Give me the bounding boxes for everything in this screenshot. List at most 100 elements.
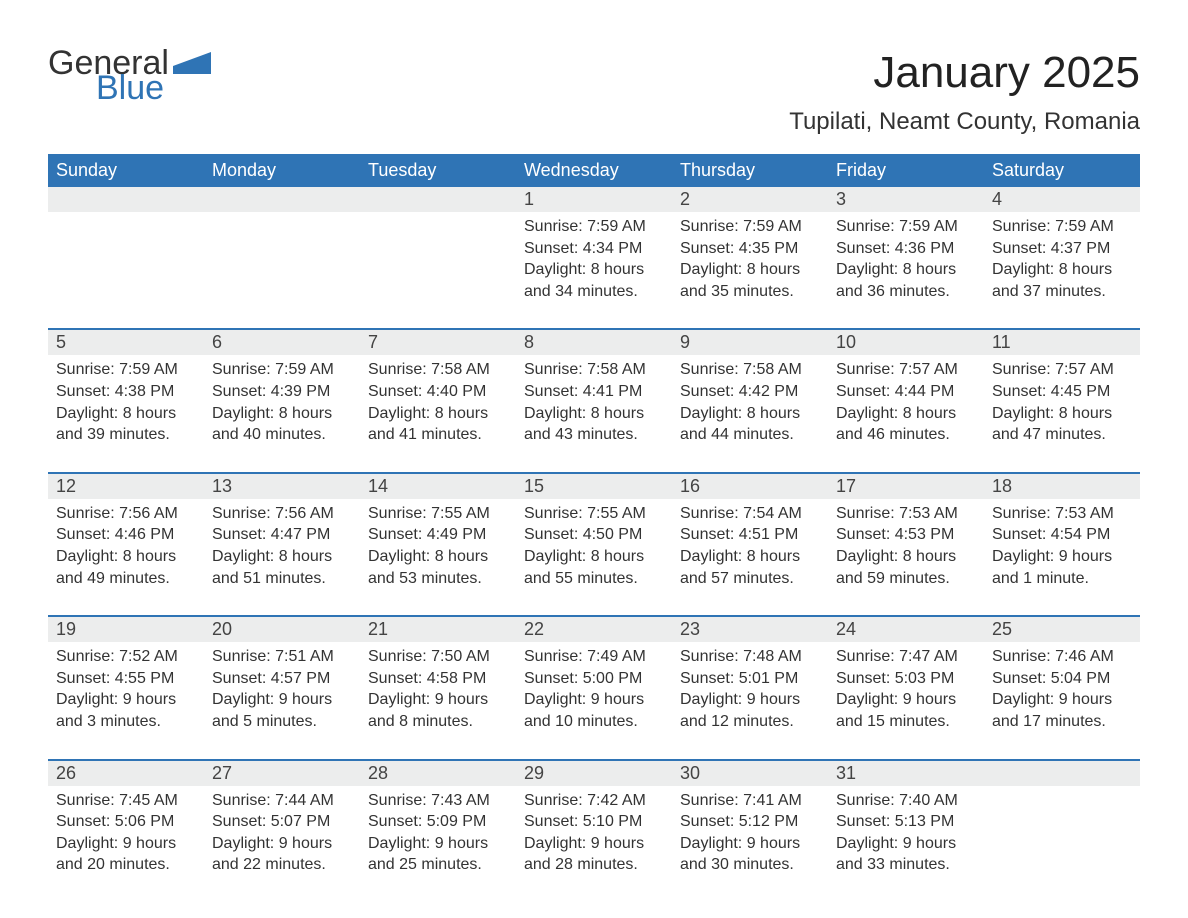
daylight-text: Daylight: 8 hours and 55 minutes. — [524, 546, 664, 589]
sunset-text: Sunset: 4:34 PM — [524, 238, 664, 260]
sunset-text: Sunset: 4:55 PM — [56, 668, 196, 690]
daylight-text: Daylight: 8 hours and 53 minutes. — [368, 546, 508, 589]
sunrise-text: Sunrise: 7:59 AM — [56, 359, 196, 381]
week-content-row: Sunrise: 7:56 AMSunset: 4:46 PMDaylight:… — [48, 499, 1140, 616]
day-content-cell: Sunrise: 7:51 AMSunset: 4:57 PMDaylight:… — [204, 642, 360, 759]
day-number-cell: 1 — [516, 187, 672, 212]
daylight-text: Daylight: 8 hours and 34 minutes. — [524, 259, 664, 302]
week-content-row: Sunrise: 7:59 AMSunset: 4:34 PMDaylight:… — [48, 212, 1140, 329]
sunset-text: Sunset: 4:51 PM — [680, 524, 820, 546]
day-number-cell: 6 — [204, 329, 360, 355]
daylight-text: Daylight: 8 hours and 47 minutes. — [992, 403, 1132, 446]
day-content-cell: Sunrise: 7:48 AMSunset: 5:01 PMDaylight:… — [672, 642, 828, 759]
sunset-text: Sunset: 4:50 PM — [524, 524, 664, 546]
sunset-text: Sunset: 5:00 PM — [524, 668, 664, 690]
sunrise-text: Sunrise: 7:59 AM — [212, 359, 352, 381]
sunset-text: Sunset: 4:57 PM — [212, 668, 352, 690]
sunset-text: Sunset: 4:39 PM — [212, 381, 352, 403]
day-number-cell: 30 — [672, 760, 828, 786]
daylight-text: Daylight: 8 hours and 51 minutes. — [212, 546, 352, 589]
daylight-text: Daylight: 8 hours and 36 minutes. — [836, 259, 976, 302]
location-text: Tupilati, Neamt County, Romania — [789, 108, 1140, 136]
day-number-cell: 21 — [360, 616, 516, 642]
day-content-cell — [984, 786, 1140, 902]
day-number-cell: 20 — [204, 616, 360, 642]
day-number-cell: 18 — [984, 473, 1140, 499]
week-number-row: 567891011 — [48, 329, 1140, 355]
sunrise-text: Sunrise: 7:44 AM — [212, 790, 352, 812]
sunrise-text: Sunrise: 7:59 AM — [680, 216, 820, 238]
daylight-text: Daylight: 9 hours and 1 minute. — [992, 546, 1132, 589]
day-number-cell: 29 — [516, 760, 672, 786]
sunrise-text: Sunrise: 7:48 AM — [680, 646, 820, 668]
sunrise-text: Sunrise: 7:41 AM — [680, 790, 820, 812]
sunset-text: Sunset: 4:58 PM — [368, 668, 508, 690]
sunset-text: Sunset: 5:03 PM — [836, 668, 976, 690]
sunrise-text: Sunrise: 7:50 AM — [368, 646, 508, 668]
sunrise-text: Sunrise: 7:51 AM — [212, 646, 352, 668]
sunset-text: Sunset: 4:49 PM — [368, 524, 508, 546]
day-number-cell — [48, 187, 204, 212]
day-number-cell — [204, 187, 360, 212]
week-content-row: Sunrise: 7:59 AMSunset: 4:38 PMDaylight:… — [48, 355, 1140, 472]
day-number-cell: 5 — [48, 329, 204, 355]
sunset-text: Sunset: 4:40 PM — [368, 381, 508, 403]
day-number-cell: 16 — [672, 473, 828, 499]
day-content-cell: Sunrise: 7:40 AMSunset: 5:13 PMDaylight:… — [828, 786, 984, 902]
sunrise-text: Sunrise: 7:56 AM — [212, 503, 352, 525]
daylight-text: Daylight: 9 hours and 8 minutes. — [368, 689, 508, 732]
day-content-cell — [360, 212, 516, 329]
sunrise-text: Sunrise: 7:42 AM — [524, 790, 664, 812]
day-content-cell: Sunrise: 7:43 AMSunset: 5:09 PMDaylight:… — [360, 786, 516, 902]
day-number-cell: 8 — [516, 329, 672, 355]
day-number-cell: 23 — [672, 616, 828, 642]
day-content-cell: Sunrise: 7:50 AMSunset: 4:58 PMDaylight:… — [360, 642, 516, 759]
sunset-text: Sunset: 4:45 PM — [992, 381, 1132, 403]
sunset-text: Sunset: 5:12 PM — [680, 811, 820, 833]
day-content-cell — [48, 212, 204, 329]
day-header: Monday — [204, 154, 360, 187]
daylight-text: Daylight: 8 hours and 40 minutes. — [212, 403, 352, 446]
day-content-cell: Sunrise: 7:42 AMSunset: 5:10 PMDaylight:… — [516, 786, 672, 902]
day-number-cell: 2 — [672, 187, 828, 212]
daylight-text: Daylight: 8 hours and 57 minutes. — [680, 546, 820, 589]
sunset-text: Sunset: 4:41 PM — [524, 381, 664, 403]
sunrise-text: Sunrise: 7:53 AM — [836, 503, 976, 525]
sunrise-text: Sunrise: 7:57 AM — [836, 359, 976, 381]
sunset-text: Sunset: 5:10 PM — [524, 811, 664, 833]
sunset-text: Sunset: 4:38 PM — [56, 381, 196, 403]
sunset-text: Sunset: 4:42 PM — [680, 381, 820, 403]
day-content-cell: Sunrise: 7:53 AMSunset: 4:54 PMDaylight:… — [984, 499, 1140, 616]
day-content-cell: Sunrise: 7:58 AMSunset: 4:40 PMDaylight:… — [360, 355, 516, 472]
week-number-row: 1234 — [48, 187, 1140, 212]
day-content-cell: Sunrise: 7:58 AMSunset: 4:41 PMDaylight:… — [516, 355, 672, 472]
day-content-cell: Sunrise: 7:56 AMSunset: 4:47 PMDaylight:… — [204, 499, 360, 616]
logo: General Blue — [48, 48, 219, 103]
day-content-cell: Sunrise: 7:47 AMSunset: 5:03 PMDaylight:… — [828, 642, 984, 759]
sunset-text: Sunset: 4:54 PM — [992, 524, 1132, 546]
sunset-text: Sunset: 4:35 PM — [680, 238, 820, 260]
daylight-text: Daylight: 9 hours and 10 minutes. — [524, 689, 664, 732]
sunrise-text: Sunrise: 7:40 AM — [836, 790, 976, 812]
day-number-cell: 17 — [828, 473, 984, 499]
daylight-text: Daylight: 9 hours and 3 minutes. — [56, 689, 196, 732]
day-number-cell — [984, 760, 1140, 786]
title-block: January 2025 Tupilati, Neamt County, Rom… — [789, 48, 1140, 136]
sunset-text: Sunset: 5:07 PM — [212, 811, 352, 833]
day-content-cell: Sunrise: 7:59 AMSunset: 4:37 PMDaylight:… — [984, 212, 1140, 329]
flag-icon — [171, 48, 219, 84]
day-content-cell: Sunrise: 7:59 AMSunset: 4:35 PMDaylight:… — [672, 212, 828, 329]
day-content-cell: Sunrise: 7:55 AMSunset: 4:49 PMDaylight:… — [360, 499, 516, 616]
daylight-text: Daylight: 9 hours and 5 minutes. — [212, 689, 352, 732]
day-content-cell: Sunrise: 7:59 AMSunset: 4:34 PMDaylight:… — [516, 212, 672, 329]
sunset-text: Sunset: 5:04 PM — [992, 668, 1132, 690]
day-header: Sunday — [48, 154, 204, 187]
sunset-text: Sunset: 5:09 PM — [368, 811, 508, 833]
sunrise-text: Sunrise: 7:43 AM — [368, 790, 508, 812]
sunset-text: Sunset: 5:13 PM — [836, 811, 976, 833]
daylight-text: Daylight: 8 hours and 59 minutes. — [836, 546, 976, 589]
daylight-text: Daylight: 8 hours and 41 minutes. — [368, 403, 508, 446]
daylight-text: Daylight: 9 hours and 22 minutes. — [212, 833, 352, 876]
day-header: Saturday — [984, 154, 1140, 187]
daylight-text: Daylight: 9 hours and 15 minutes. — [836, 689, 976, 732]
